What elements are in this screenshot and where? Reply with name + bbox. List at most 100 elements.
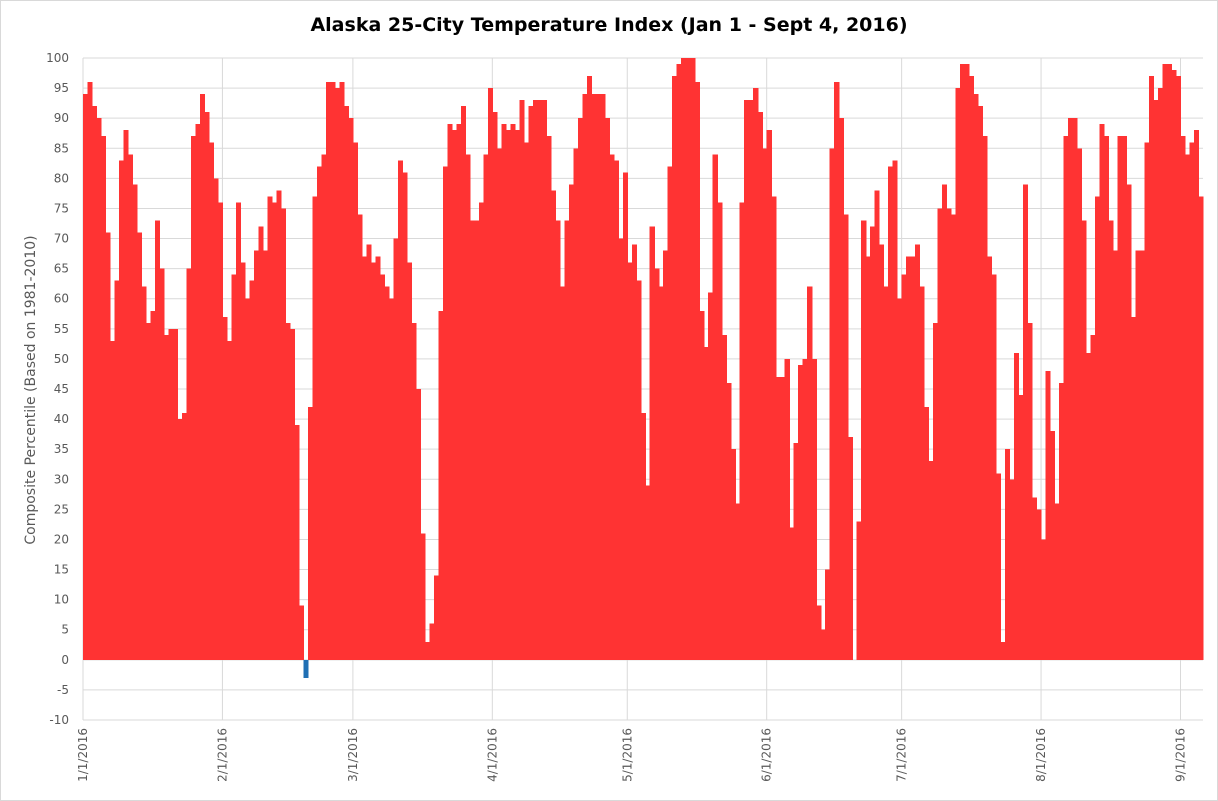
bar bbox=[1059, 382, 1065, 660]
bar bbox=[1198, 196, 1204, 660]
bar bbox=[361, 256, 367, 660]
bar bbox=[753, 88, 759, 660]
bar bbox=[1081, 220, 1087, 660]
bar bbox=[1090, 334, 1096, 660]
bar bbox=[924, 407, 930, 660]
bar bbox=[177, 419, 183, 660]
bar bbox=[411, 322, 417, 660]
bar bbox=[235, 202, 242, 660]
bar bbox=[456, 124, 462, 660]
bar bbox=[721, 334, 727, 660]
bar bbox=[960, 64, 966, 660]
x-tick-label: 9/1/2016 bbox=[1174, 728, 1188, 782]
bar bbox=[244, 298, 251, 660]
y-tick-label: 100 bbox=[46, 51, 69, 65]
bar bbox=[631, 244, 637, 660]
bar bbox=[748, 100, 754, 660]
bar bbox=[937, 208, 943, 660]
bar bbox=[1068, 118, 1074, 660]
bar bbox=[208, 142, 215, 660]
y-tick-label: 55 bbox=[54, 322, 69, 336]
x-tick-label: 6/1/2016 bbox=[760, 728, 774, 782]
y-tick-label: 25 bbox=[54, 502, 69, 516]
y-tick-label: 0 bbox=[61, 653, 69, 667]
bar bbox=[708, 292, 714, 660]
bar bbox=[114, 280, 120, 660]
bar bbox=[316, 166, 322, 660]
x-tick-label: 7/1/2016 bbox=[895, 728, 909, 782]
bar bbox=[366, 244, 372, 660]
bar bbox=[946, 208, 952, 660]
y-tick-label: 30 bbox=[54, 472, 69, 486]
bar bbox=[906, 256, 912, 660]
bar bbox=[375, 256, 381, 660]
bar bbox=[181, 413, 188, 660]
bar bbox=[982, 136, 988, 660]
bar bbox=[442, 166, 448, 660]
bar bbox=[820, 629, 826, 660]
bar bbox=[168, 328, 174, 660]
bar bbox=[829, 148, 835, 660]
bar bbox=[1072, 118, 1078, 660]
bar bbox=[483, 154, 489, 660]
bar bbox=[978, 106, 984, 660]
bar bbox=[1063, 136, 1069, 660]
bar bbox=[879, 244, 885, 660]
bar bbox=[514, 130, 520, 660]
bar bbox=[393, 238, 399, 660]
bar bbox=[1050, 431, 1056, 660]
bar bbox=[861, 220, 867, 660]
bar bbox=[676, 64, 682, 660]
bar bbox=[469, 220, 475, 660]
bar bbox=[955, 88, 961, 660]
bar bbox=[271, 202, 278, 660]
bar bbox=[474, 220, 480, 660]
bar bbox=[780, 376, 786, 660]
y-tick-label: 70 bbox=[54, 232, 69, 246]
bar bbox=[1189, 142, 1195, 660]
bar bbox=[618, 238, 624, 660]
bar bbox=[1108, 220, 1114, 660]
bar bbox=[739, 202, 745, 660]
bar bbox=[1113, 250, 1119, 660]
bar bbox=[604, 118, 610, 660]
bar bbox=[294, 425, 300, 660]
bar bbox=[807, 286, 813, 660]
bar bbox=[1153, 100, 1159, 660]
y-tick-label: 15 bbox=[54, 563, 69, 577]
bar bbox=[460, 106, 466, 660]
bar bbox=[1176, 76, 1182, 660]
bar bbox=[159, 268, 165, 660]
bar bbox=[83, 94, 89, 660]
bar bbox=[672, 76, 678, 660]
bar bbox=[1023, 184, 1029, 660]
bar bbox=[339, 82, 345, 660]
bar bbox=[118, 160, 125, 660]
bar bbox=[838, 118, 844, 660]
bar bbox=[217, 202, 224, 660]
bar bbox=[420, 533, 426, 660]
bar bbox=[213, 178, 219, 660]
bar bbox=[847, 437, 853, 660]
bar bbox=[1180, 136, 1186, 660]
bar bbox=[910, 256, 916, 660]
x-tick-label: 2/1/2016 bbox=[215, 728, 229, 782]
bar bbox=[987, 256, 993, 660]
bar bbox=[730, 449, 736, 660]
bar bbox=[379, 274, 385, 660]
bar bbox=[222, 316, 228, 660]
bar bbox=[784, 358, 790, 660]
bar bbox=[537, 100, 543, 660]
y-tick-label: 65 bbox=[54, 262, 69, 276]
y-tick-label: 75 bbox=[54, 201, 69, 215]
bar bbox=[712, 154, 718, 660]
bar bbox=[1140, 250, 1146, 660]
bar bbox=[609, 154, 615, 660]
bar bbox=[370, 262, 376, 660]
bar bbox=[699, 310, 705, 660]
bar bbox=[433, 575, 439, 660]
y-tick-label: 10 bbox=[54, 593, 69, 607]
bar bbox=[654, 268, 660, 660]
bar bbox=[964, 64, 970, 660]
bar bbox=[798, 364, 804, 660]
